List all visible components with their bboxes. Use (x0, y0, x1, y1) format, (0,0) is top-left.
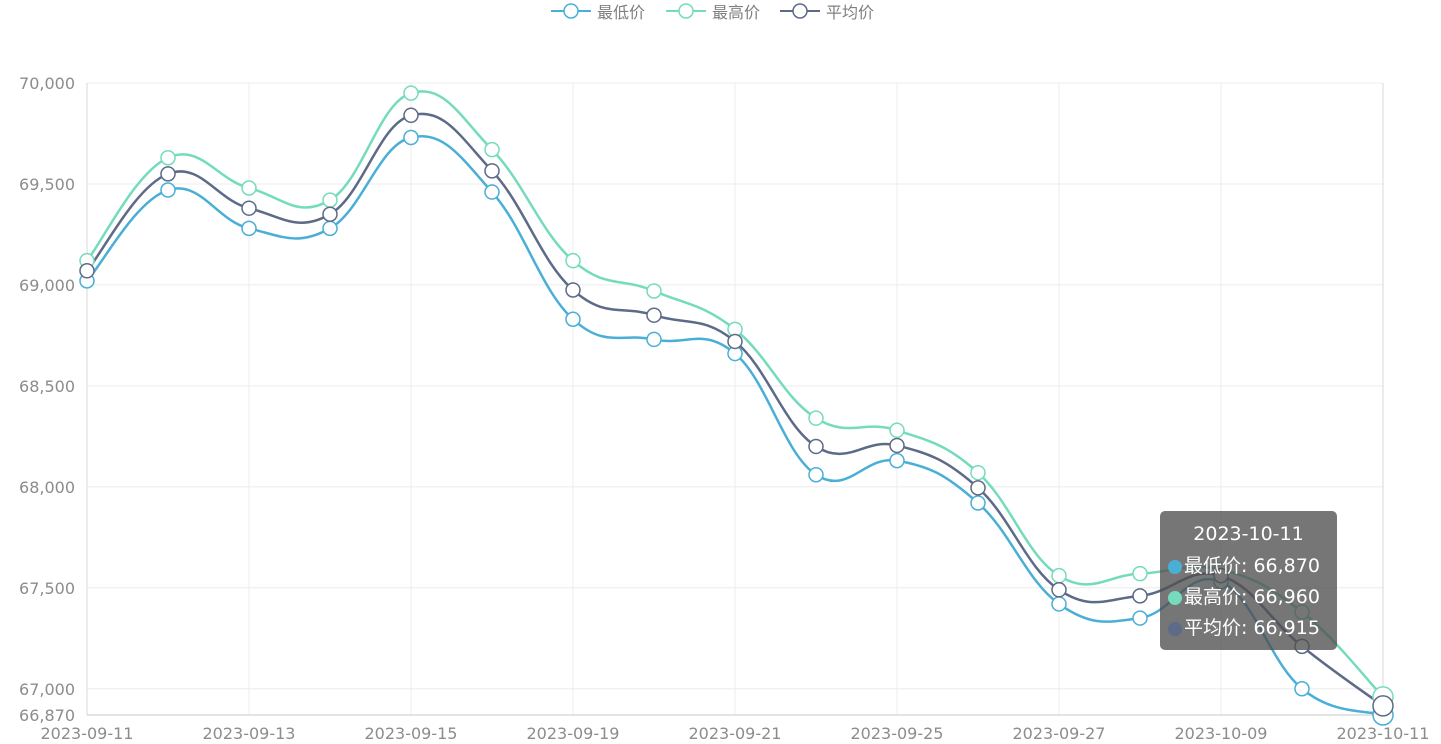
data-point (970, 464, 986, 481)
tooltip-row-label: 最低价: 66,870 (1184, 555, 1320, 577)
legend-line-circle-icon (780, 3, 820, 19)
data-point (484, 141, 500, 158)
series-dot-icon (1168, 621, 1182, 636)
tooltip-title: 2023-10-11 (1193, 523, 1304, 545)
data-point (889, 452, 905, 469)
data-point (970, 495, 986, 511)
data-point (322, 220, 338, 237)
y-tick-label: 69,500 (19, 175, 75, 194)
y-tick-label: 67,500 (19, 579, 75, 598)
data-point (241, 220, 257, 237)
x-tick-label: 2023-09-11 (41, 724, 134, 743)
data-point (727, 333, 743, 350)
data-point (889, 437, 905, 454)
data-point (1051, 596, 1067, 612)
data-point (646, 283, 662, 299)
data-point (565, 252, 581, 269)
tooltip-row-low: 最低价: 66,870 (1168, 551, 1329, 582)
data-point (1051, 582, 1067, 598)
data-point (403, 129, 419, 146)
data-point (889, 422, 905, 439)
data-point (1051, 567, 1067, 584)
legend-label: 最低价 (597, 3, 646, 22)
tooltip-row-avg: 平均价: 66,915 (1168, 613, 1329, 644)
data-point (241, 200, 257, 216)
y-tick-label: 68,500 (19, 377, 75, 396)
data-point (1132, 588, 1148, 604)
data-point (565, 282, 581, 298)
series-line (86, 90, 1384, 698)
series-dot-icon (1168, 590, 1182, 605)
data-point (160, 149, 176, 166)
data-point (484, 163, 500, 179)
y-tick-label: 68,000 (19, 478, 75, 497)
axes: 66,870 67,000 67,500 68,000 68,500 69,000 69,5… (19, 74, 1429, 743)
data-point (160, 182, 176, 198)
data-point (970, 480, 986, 496)
legend-item[interactable]: 平均价 (780, 0, 874, 22)
data-point (322, 192, 338, 208)
legend-item[interactable]: 最低价 (551, 0, 645, 22)
data-point (1132, 565, 1148, 582)
series-dot-icon (1168, 559, 1182, 574)
tooltip: 2023-10-11 最低价: 66,870 最高价: 66,960 平均价: … (1160, 511, 1337, 650)
data-point (565, 311, 581, 327)
y-tick-label: 66,870 (19, 706, 75, 725)
legend-item[interactable]: 最高价 (666, 0, 760, 22)
legend-line-circle-icon (666, 3, 706, 19)
x-tick-label: 2023-09-21 (689, 724, 782, 743)
legend: 最低价 最高价 平均价 (0, 0, 1441, 22)
x-tick-label: 2023-09-27 (1013, 724, 1106, 743)
data-point (646, 307, 662, 323)
data-point (808, 466, 824, 483)
data-point (808, 438, 824, 455)
tooltip-row-label: 最高价: 66,960 (1184, 586, 1320, 608)
x-tick-label: 2023-10-09 (1175, 724, 1268, 743)
data-point (1372, 695, 1394, 717)
tooltip-row-high: 最高价: 66,960 (1168, 582, 1329, 613)
data-point (241, 180, 257, 196)
data-point (484, 184, 500, 200)
data-point (322, 206, 338, 222)
data-point (1294, 681, 1310, 697)
data-point (403, 85, 419, 101)
y-tick-label: 70,000 (19, 74, 75, 93)
data-point (79, 263, 95, 279)
y-tick-label: 69,000 (19, 276, 75, 295)
x-tick-label: 2023-09-13 (203, 724, 296, 743)
data-point (403, 107, 419, 124)
tooltip-row-label: 平均价: 66,915 (1184, 617, 1320, 639)
y-tick-label: 67,000 (19, 680, 75, 699)
legend-line-circle-icon (551, 3, 591, 19)
x-tick-label: 2023-09-15 (365, 724, 458, 743)
x-tick-label: 2023-09-19 (527, 724, 620, 743)
data-point (1132, 610, 1148, 626)
x-tick-label: 2023-10-11 (1337, 724, 1430, 743)
legend-label: 平均价 (826, 3, 875, 22)
data-point (160, 166, 176, 182)
data-point (646, 331, 662, 348)
x-tick-label: 2023-09-25 (851, 724, 944, 743)
data-point (808, 410, 824, 426)
legend-label: 最高价 (712, 3, 761, 22)
